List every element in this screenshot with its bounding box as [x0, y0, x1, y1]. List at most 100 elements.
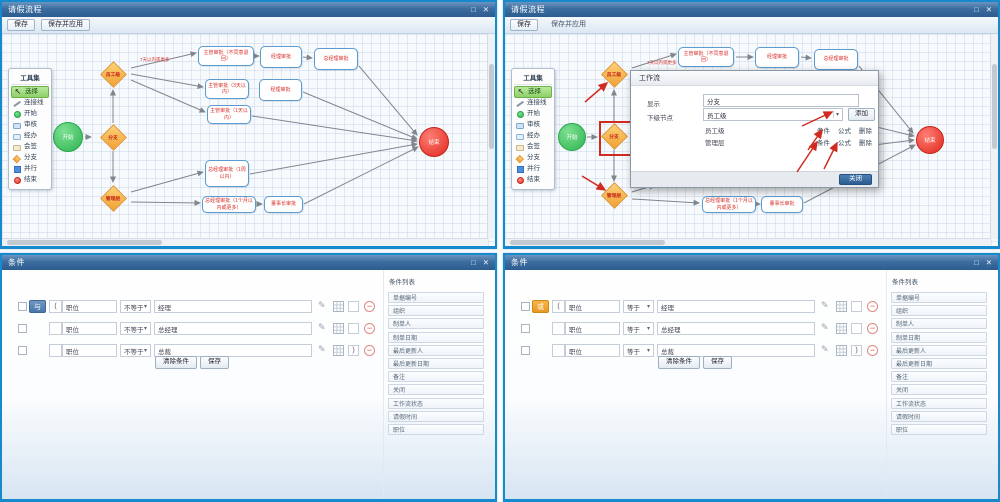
close-dialog-button[interactable]: 关闭	[839, 173, 872, 186]
logic-badge[interactable]: 与	[29, 300, 46, 313]
display-input[interactable]: 分支	[703, 94, 859, 107]
open-bracket-box[interactable]	[49, 322, 62, 335]
operator-select[interactable]: 等于 ▾	[623, 322, 654, 335]
titlebar[interactable]: 条件 □ ✕	[2, 255, 495, 270]
close-icon[interactable]: ✕	[482, 4, 489, 14]
task-node[interactable]: 主管审批（不同意退回）	[678, 47, 734, 67]
horizontal-scrollbar[interactable]	[2, 238, 488, 246]
save-button[interactable]: 保存	[200, 356, 229, 369]
end-node[interactable]: 结束	[419, 127, 449, 157]
value-input[interactable]: 总经理	[657, 322, 815, 335]
sidebar-field-item[interactable]: 单据编号	[891, 292, 987, 303]
task-node[interactable]: 主管审批（3天以内）	[205, 79, 249, 99]
operator-select[interactable]: 不等于 ▾	[120, 344, 151, 357]
value-input[interactable]: 总裁	[657, 344, 815, 357]
lookup-icon[interactable]	[333, 345, 344, 356]
save-and-apply-button[interactable]: 保存并应用	[41, 18, 90, 32]
remove-row-icon[interactable]: −	[364, 345, 375, 356]
sidebar-field-item[interactable]: 备注	[891, 371, 987, 382]
value-input[interactable]: 经理	[657, 300, 815, 313]
field-input[interactable]: 职位	[565, 300, 620, 313]
lookup-icon[interactable]	[836, 345, 847, 356]
titlebar[interactable]: 请假流程 □ ✕	[505, 2, 998, 17]
save-and-apply-button[interactable]: 保存并应用	[544, 19, 593, 32]
close-bracket-box[interactable]	[851, 323, 862, 334]
toolset-item-connector[interactable]: 连接线	[514, 98, 552, 109]
task-node[interactable]: 总经理审批	[314, 48, 358, 70]
task-node[interactable]: 总经理审批（1个月以内或更多）	[702, 196, 756, 213]
field-input[interactable]: 职位	[62, 322, 117, 335]
toolset-item-branch-node[interactable]: 分支	[514, 153, 552, 164]
clear-conditions-button[interactable]: 清除条件	[155, 356, 197, 369]
titlebar[interactable]: 请假流程 □ ✕	[2, 2, 495, 17]
end-node[interactable]: 结束	[916, 126, 944, 154]
remove-row-icon[interactable]: −	[867, 345, 878, 356]
value-input[interactable]: 总经理	[154, 322, 312, 335]
sidebar-field-item[interactable]: 组织	[388, 305, 484, 316]
toolset-item-cursor[interactable]: ↖ 选择	[514, 86, 552, 98]
toolset-item-connector[interactable]: 连接线	[11, 98, 49, 109]
field-input[interactable]: 职位	[62, 344, 117, 357]
close-bracket-box[interactable]	[348, 301, 359, 312]
close-bracket-box[interactable]: )	[348, 345, 359, 356]
vertical-scrollbar[interactable]	[990, 34, 998, 239]
horizontal-scrollbar[interactable]	[505, 238, 991, 246]
lookup-icon[interactable]	[333, 323, 344, 334]
sidebar-field-item[interactable]: 职位	[388, 424, 484, 435]
toolset-item-start-node[interactable]: 开始	[11, 109, 49, 120]
operator-select[interactable]: 不等于 ▾	[120, 322, 151, 335]
save-button[interactable]: 保存	[510, 18, 538, 32]
child-node-select[interactable]: 员工级 ▾	[703, 108, 843, 121]
row-checkbox[interactable]	[18, 346, 27, 355]
row-checkbox[interactable]	[18, 302, 27, 311]
maximize-icon[interactable]: □	[471, 4, 476, 14]
toolset-item-handle-node[interactable]: 经办	[11, 131, 49, 142]
logic-badge[interactable]: 或	[532, 300, 549, 313]
toolset-item-end-node[interactable]: 结束	[514, 175, 552, 186]
sidebar-field-item[interactable]: 职位	[891, 424, 987, 435]
flow-canvas[interactable]: 开始 员工级 分支 管理层 主管审批（不同意退回） 经理审批 总经理审批 总经理审批（1个月以…	[505, 34, 998, 246]
edit-icon[interactable]: ✎	[821, 322, 829, 332]
remove-row-icon[interactable]: −	[364, 323, 375, 334]
edit-icon[interactable]: ✎	[318, 300, 326, 310]
sidebar-field-item[interactable]: 备注	[388, 371, 484, 382]
row-checkbox[interactable]	[18, 324, 27, 333]
start-node[interactable]: 开始	[558, 123, 586, 151]
value-input[interactable]: 总裁	[154, 344, 312, 357]
toolset-item-cursor[interactable]: ↖ 选择	[11, 86, 49, 98]
sidebar-field-item[interactable]: 最后更新日期	[388, 358, 484, 369]
sidebar-field-item[interactable]: 最后更新人	[891, 345, 987, 356]
operator-select[interactable]: 等于 ▾	[623, 344, 654, 357]
remove-row-icon[interactable]: −	[867, 323, 878, 334]
formula-link[interactable]: 公式	[838, 128, 851, 135]
task-node[interactable]: 经理审批	[260, 46, 302, 68]
add-button[interactable]: 添加	[848, 108, 875, 121]
sidebar-field-item[interactable]: 制单人	[388, 318, 484, 329]
vertical-scrollbar[interactable]	[487, 34, 495, 239]
condition-link[interactable]: 条件	[817, 128, 830, 135]
close-bracket-box[interactable]: )	[851, 345, 862, 356]
sidebar-field-item[interactable]: 请假时间	[891, 411, 987, 422]
sidebar-field-item[interactable]: 最后更新人	[388, 345, 484, 356]
sidebar-field-item[interactable]: 关闭	[891, 384, 987, 395]
lookup-icon[interactable]	[836, 301, 847, 312]
row-checkbox[interactable]	[521, 324, 530, 333]
task-node[interactable]: 经理审批	[755, 47, 799, 68]
open-bracket-box[interactable]	[49, 344, 62, 357]
task-node[interactable]: 总经理审批（1周以内）	[205, 160, 249, 187]
toolset-item-branch-node[interactable]: 分支	[11, 153, 49, 164]
edit-icon[interactable]: ✎	[318, 322, 326, 332]
field-input[interactable]: 职位	[565, 322, 620, 335]
close-bracket-box[interactable]	[348, 323, 359, 334]
branch-node[interactable]: 员工级	[93, 60, 133, 88]
task-node[interactable]: 董事长审批	[264, 196, 303, 213]
start-node[interactable]: 开始	[53, 122, 83, 152]
remove-row-icon[interactable]: −	[364, 301, 375, 312]
maximize-icon[interactable]: □	[974, 257, 979, 267]
toolset-item-parallel-node[interactable]: 并行	[11, 164, 49, 175]
sidebar-field-item[interactable]: 工作流状态	[891, 398, 987, 409]
task-node[interactable]: 主管审批（不同意退回）	[198, 46, 254, 66]
open-bracket-box[interactable]: (	[552, 300, 565, 313]
close-bracket-box[interactable]	[851, 301, 862, 312]
sidebar-field-item[interactable]: 单据编号	[388, 292, 484, 303]
